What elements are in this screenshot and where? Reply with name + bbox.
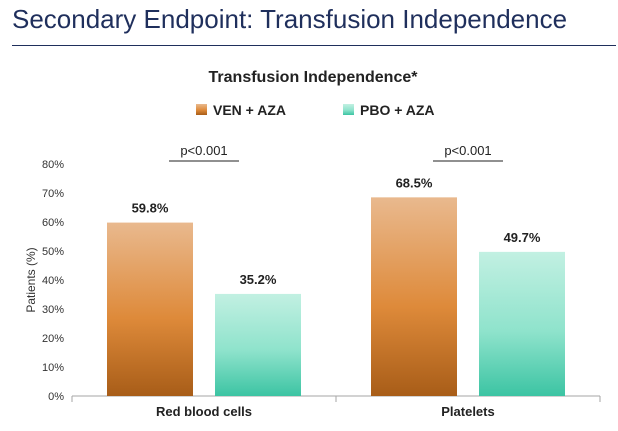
p-value-label: p<0.001 bbox=[180, 143, 227, 158]
p-value-label: p<0.001 bbox=[444, 143, 491, 158]
bar-ven-aza-rbc bbox=[107, 222, 193, 396]
y-tick-label: 10% bbox=[42, 362, 64, 374]
y-tick-label: 70% bbox=[42, 188, 64, 200]
bar-pbo-aza-rbc bbox=[215, 293, 301, 396]
x-axis bbox=[71, 395, 601, 402]
y-tick-label: 0% bbox=[48, 391, 64, 403]
y-tick-label: 20% bbox=[42, 333, 64, 345]
legend-swatch-ven-aza bbox=[196, 104, 207, 115]
chart-title: Transfusion Independence* bbox=[209, 69, 419, 86]
data-label: 68.5% bbox=[396, 175, 433, 190]
category-label: Platelets bbox=[441, 404, 494, 419]
slide-title: Secondary Endpoint: Transfusion Independ… bbox=[12, 4, 568, 34]
data-labels: 59.8% 35.2% 68.5% 49.7% bbox=[132, 175, 541, 287]
data-label: 35.2% bbox=[240, 272, 277, 287]
y-tick-label: 50% bbox=[42, 246, 64, 258]
bar-ven-aza-platelets bbox=[371, 197, 457, 396]
y-tick-label: 80% bbox=[42, 159, 64, 171]
data-label: 59.8% bbox=[132, 201, 169, 216]
data-label: 49.7% bbox=[504, 230, 541, 245]
legend-label-ven-aza: VEN + AZA bbox=[213, 102, 286, 118]
y-tick-label: 40% bbox=[42, 275, 64, 287]
p-value-annotations: p<0.001 p<0.001 bbox=[169, 143, 503, 162]
y-axis-label: Patients (%) bbox=[24, 247, 38, 312]
title-divider bbox=[12, 45, 616, 46]
legend-label-pbo-aza: PBO + AZA bbox=[360, 102, 435, 118]
y-axis-ticks: 0% 10% 20% 30% 40% 50% 60% 70% 80% bbox=[42, 159, 64, 403]
bars bbox=[107, 197, 565, 396]
legend: VEN + AZA PBO + AZA bbox=[196, 102, 435, 118]
y-tick-label: 60% bbox=[42, 217, 64, 229]
y-tick-label: 30% bbox=[42, 304, 64, 316]
legend-swatch-pbo-aza bbox=[343, 104, 354, 115]
category-label: Red blood cells bbox=[156, 404, 252, 419]
bar-pbo-aza-platelets bbox=[479, 251, 565, 396]
category-labels: Red blood cells Platelets bbox=[156, 404, 495, 419]
